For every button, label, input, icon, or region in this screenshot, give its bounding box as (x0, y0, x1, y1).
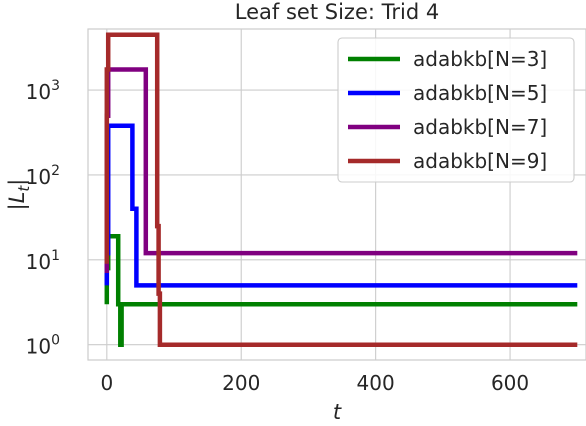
y-axis-label: |Lt| (5, 179, 33, 211)
legend: adabkb[N=3] adabkb[N=5] adabkb[N=7] adabkb[… (337, 37, 575, 183)
legend-box (337, 37, 575, 183)
legend-label: adabkb[N=5] (413, 81, 547, 105)
y-tick-label: 102 (26, 163, 60, 189)
x-tick-label: 0 (100, 371, 113, 395)
x-tick-label: 400 (357, 371, 395, 395)
chart-title: Leaf set Size: Trid 4 (235, 0, 439, 24)
y-axis-label-main: |L (5, 192, 30, 211)
legend-label: adabkb[N=9] (413, 149, 547, 173)
x-tick-label: 200 (222, 371, 260, 395)
series-line (104, 32, 578, 347)
y-axis-label-end: | (5, 179, 30, 186)
y-tick-label: 101 (26, 248, 60, 274)
y-tick-label: 103 (26, 78, 60, 104)
legend-label: adabkb[N=7] (413, 115, 547, 139)
y-axis-label-subscript: t (15, 185, 33, 192)
x-tick-label: 600 (491, 371, 529, 395)
x-axis-label: t (333, 400, 342, 424)
tick-labels: 0 200 400 600 100 101 102 103 (26, 78, 530, 395)
legend-label: adabkb[N=3] (413, 47, 547, 71)
y-tick-label: 100 (26, 333, 60, 359)
series-lines (104, 32, 578, 347)
